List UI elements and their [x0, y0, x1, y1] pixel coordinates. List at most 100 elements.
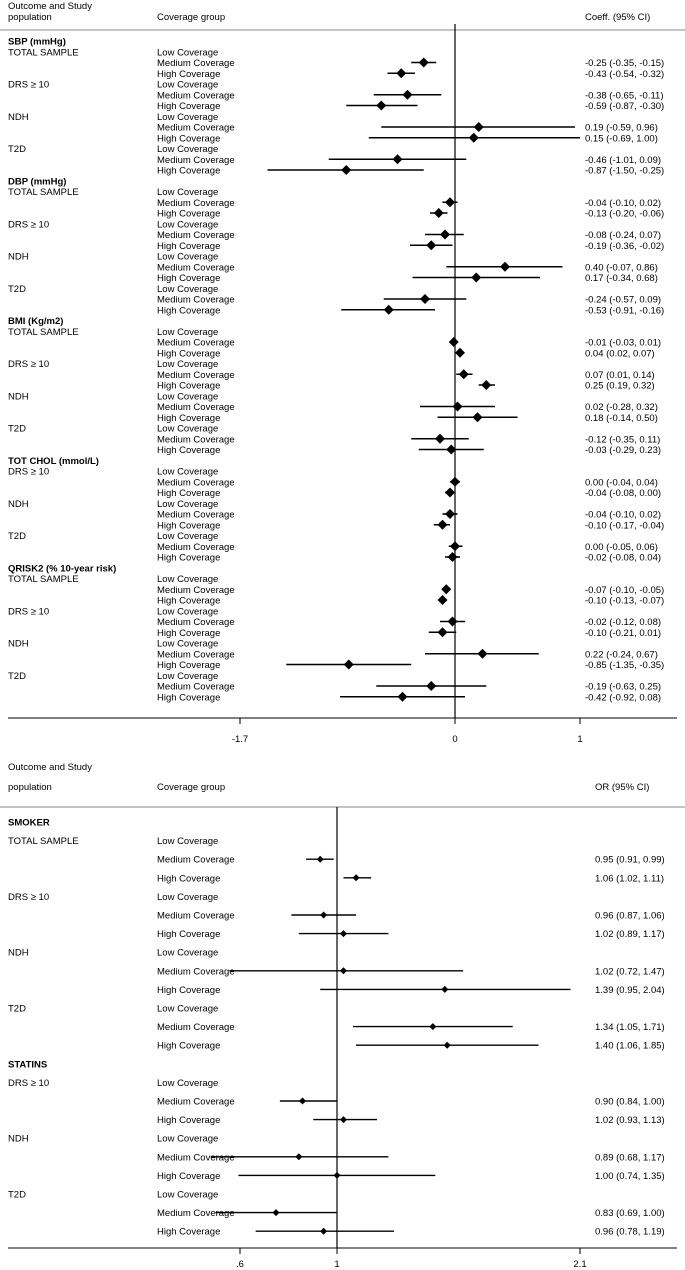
- estimate-marker: [452, 401, 463, 412]
- estimate-ci-label: 0.95 (0.91, 0.99): [595, 855, 665, 866]
- coverage-group-label: High Coverage: [157, 873, 220, 884]
- estimate-marker: [392, 154, 403, 165]
- x-tick: 1: [334, 1248, 340, 1270]
- estimate-marker: [445, 509, 455, 519]
- estimate-marker: [440, 229, 450, 240]
- estimate-ci-label: 0.00 (-0.04, 0.04): [585, 477, 658, 488]
- population-label: T2D: [8, 284, 26, 295]
- estimate-ci-label: -0.85 (-1.35, -0.35): [585, 660, 664, 671]
- estimate-ci-label: 0.96 (0.87, 1.06): [595, 911, 665, 922]
- population-label: TOTAL SAMPLE: [8, 327, 79, 338]
- estimate-ci-label: 0.17 (-0.34, 0.68): [585, 273, 658, 284]
- population-label: T2D: [8, 531, 26, 542]
- coverage-group-label: High Coverage: [157, 241, 220, 252]
- estimate-marker: [473, 122, 484, 132]
- coverage-group-label: Medium Coverage: [157, 90, 235, 101]
- estimate-ci-label: 0.25 (0.19, 0.32): [585, 381, 655, 392]
- coverage-group-label: Low Coverage: [157, 467, 218, 478]
- estimate-ci-label: 0.18 (-0.14, 0.50): [585, 413, 658, 424]
- estimate-marker: [396, 68, 407, 79]
- coverage-group-label: Medium Coverage: [157, 1152, 235, 1163]
- coverage-group-label: High Coverage: [157, 413, 220, 424]
- coverage-group-label: High Coverage: [157, 985, 220, 996]
- population-label: T2D: [8, 144, 26, 155]
- outcome-heading: QRISK2 (% 10-year risk): [8, 563, 116, 574]
- estimate-ci-label: -0.10 (-0.13, -0.07): [585, 596, 664, 607]
- header-outcome-line2: population: [8, 12, 52, 23]
- coverage-group-label: High Coverage: [157, 166, 220, 177]
- estimate-marker: [397, 691, 408, 702]
- estimate-ci-label: -0.02 (-0.12, 0.08): [585, 617, 661, 628]
- population-label: NDH: [8, 1134, 29, 1145]
- population-label: DRS ≥ 10: [8, 80, 49, 91]
- estimate-ci-label: -0.46 (-1.01, 0.09): [585, 155, 661, 166]
- estimate-ci-label: -0.25 (-0.35, -0.15): [585, 58, 664, 69]
- coverage-group-label: Low Coverage: [157, 327, 218, 338]
- outcome-heading: TOT CHOL (mmol/L): [8, 456, 99, 467]
- coverage-group-label: Medium Coverage: [157, 477, 235, 488]
- coverage-group-label: Low Coverage: [157, 606, 218, 617]
- coverage-group-label: High Coverage: [157, 348, 220, 359]
- coverage-group-label: High Coverage: [157, 101, 220, 112]
- estimate-ci-label: 0.89 (0.68, 1.17): [595, 1152, 665, 1163]
- coverage-group-label: Low Coverage: [157, 80, 218, 91]
- coverage-group-label: High Coverage: [157, 596, 220, 607]
- population-label: T2D: [8, 1190, 26, 1201]
- estimate-ci-label: -0.42 (-0.92, 0.08): [585, 692, 661, 703]
- forest-rows: SMOKER TOTAL SAMPLE Low Coverage Medium Cov…: [8, 818, 665, 1238]
- estimate-ci-label: -0.24 (-0.57, 0.09): [585, 295, 661, 306]
- coverage-group-label: High Coverage: [157, 209, 220, 220]
- estimate-marker: [298, 1097, 306, 1105]
- estimate-marker: [433, 208, 444, 218]
- coverage-group-label: Medium Coverage: [157, 855, 235, 866]
- estimate-marker: [500, 261, 510, 272]
- estimate-marker: [343, 659, 354, 670]
- coverage-group-label: Medium Coverage: [157, 617, 235, 628]
- header-outcome-line1: Outcome and Study: [8, 1, 92, 12]
- coverage-group-label: Medium Coverage: [157, 370, 235, 381]
- estimate-marker: [320, 911, 328, 919]
- coverage-group-label: High Coverage: [157, 273, 220, 284]
- estimate-marker: [437, 519, 448, 530]
- estimate-marker: [341, 165, 352, 175]
- estimate-ci-label: 1.02 (0.72, 1.47): [595, 966, 665, 977]
- estimate-marker: [383, 304, 394, 315]
- population-label: TOTAL SAMPLE: [8, 47, 79, 58]
- header-coverage-group: Coverage group: [157, 782, 225, 793]
- estimate-ci-label: -0.53 (-0.91, -0.16): [585, 305, 664, 316]
- population-label: NDH: [8, 499, 29, 510]
- population-label: NDH: [8, 391, 29, 402]
- estimate-marker: [448, 337, 459, 347]
- coverage-group-label: Medium Coverage: [157, 911, 235, 922]
- estimate-marker: [445, 197, 455, 208]
- x-tick: .6: [236, 1248, 244, 1270]
- coefficient-forest-plot: Outcome and Study population Coverage gr…: [0, 1, 685, 745]
- population-label: TOTAL SAMPLE: [8, 836, 79, 847]
- coverage-group-label: Medium Coverage: [157, 1208, 235, 1219]
- population-label: T2D: [8, 671, 26, 682]
- estimate-ci-label: -0.12 (-0.35, 0.11): [585, 434, 660, 445]
- estimate-ci-label: -0.13 (-0.20, -0.06): [585, 209, 664, 220]
- outcome-heading: SMOKER: [8, 818, 50, 829]
- population-label: DRS ≥ 10: [8, 892, 49, 903]
- coverage-group-label: Medium Coverage: [157, 402, 235, 413]
- coverage-group-label: Low Coverage: [157, 1078, 218, 1089]
- coverage-group-label: High Coverage: [157, 445, 220, 456]
- coverage-group-label: Low Coverage: [157, 1190, 218, 1201]
- coverage-group-label: Low Coverage: [157, 252, 218, 263]
- coverage-group-label: High Coverage: [157, 381, 220, 392]
- estimate-marker: [445, 487, 455, 498]
- estimate-marker: [477, 648, 488, 659]
- coverage-group-label: Medium Coverage: [157, 155, 235, 166]
- coverage-group-label: High Coverage: [157, 520, 220, 531]
- estimate-marker: [443, 1041, 451, 1049]
- coverage-group-label: Medium Coverage: [157, 682, 235, 693]
- coverage-group-label: High Coverage: [157, 692, 220, 703]
- estimate-ci-label: 0.04 (0.02, 0.07): [585, 348, 655, 359]
- x-tick-label: 0: [452, 734, 457, 745]
- estimate-marker: [468, 132, 479, 143]
- coverage-group-label: High Coverage: [157, 488, 220, 499]
- coverage-group-label: Low Coverage: [157, 574, 218, 585]
- estimate-ci-label: -0.87 (-1.50, -0.25): [585, 166, 664, 177]
- coverage-group-label: Low Coverage: [157, 1004, 218, 1015]
